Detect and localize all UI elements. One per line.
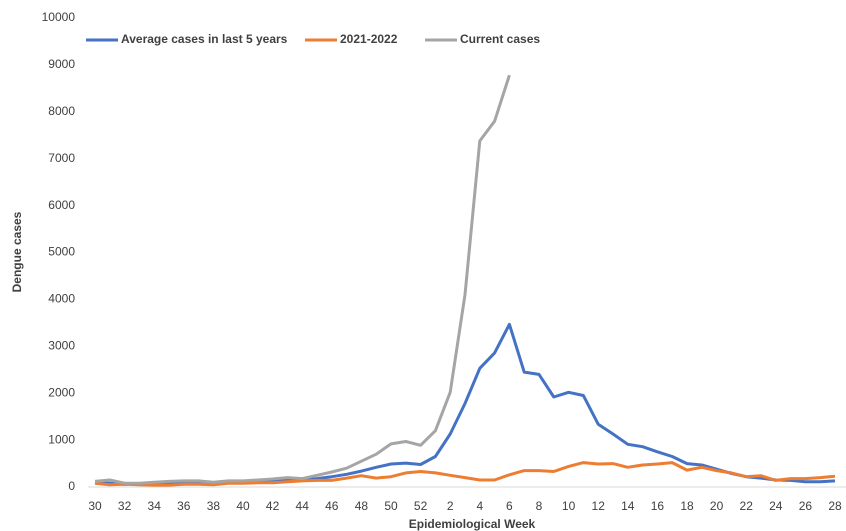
series-line [94, 461, 836, 487]
x-tick-label: 2 [447, 499, 454, 513]
legend-label: Current cases [460, 32, 540, 46]
y-axis-title: Dengue cases [10, 211, 24, 292]
x-tick-label: 26 [799, 499, 813, 513]
series-line [94, 322, 836, 486]
legend-label: 2021-2022 [340, 32, 398, 46]
x-tick-label: 24 [769, 499, 783, 513]
x-tick-label: 36 [177, 499, 191, 513]
x-tick-label: 46 [325, 499, 339, 513]
y-tick-label: 1000 [48, 432, 75, 446]
x-tick-label: 20 [710, 499, 724, 513]
y-tick-label: 0 [68, 479, 75, 493]
x-tick-label: 18 [680, 499, 694, 513]
x-tick-label: 6 [506, 499, 513, 513]
y-tick-label: 9000 [48, 57, 75, 71]
y-tick-label: 8000 [48, 104, 75, 118]
x-tick-label: 8 [536, 499, 543, 513]
x-tick-label: 42 [266, 499, 280, 513]
y-tick-label: 2000 [48, 385, 75, 399]
x-tick-label: 14 [621, 499, 635, 513]
x-tick-label: 28 [828, 499, 842, 513]
y-tick-label: 3000 [48, 338, 75, 352]
x-tick-label: 16 [651, 499, 665, 513]
x-tick-label: 22 [740, 499, 754, 513]
y-tick-label: 10000 [42, 10, 76, 24]
y-tick-label: 4000 [48, 292, 75, 306]
x-tick-label: 48 [355, 499, 369, 513]
legend-label: Average cases in last 5 years [121, 32, 288, 46]
y-tick-label: 7000 [48, 151, 75, 165]
x-tick-label: 40 [236, 499, 250, 513]
y-tick-label: 5000 [48, 245, 75, 259]
series-line [94, 74, 511, 485]
x-tick-label: 34 [148, 499, 162, 513]
x-tick-label: 38 [207, 499, 221, 513]
x-axis-title: Epidemiological Week [409, 517, 536, 531]
x-tick-label: 44 [296, 499, 310, 513]
x-tick-label: 12 [592, 499, 606, 513]
y-tick-label: 6000 [48, 198, 75, 212]
x-tick-label: 50 [384, 499, 398, 513]
x-tick-label: 4 [476, 499, 483, 513]
x-tick-label: 32 [118, 499, 132, 513]
x-tick-label: 30 [88, 499, 102, 513]
x-tick-label: 52 [414, 499, 428, 513]
x-tick-label: 10 [562, 499, 576, 513]
